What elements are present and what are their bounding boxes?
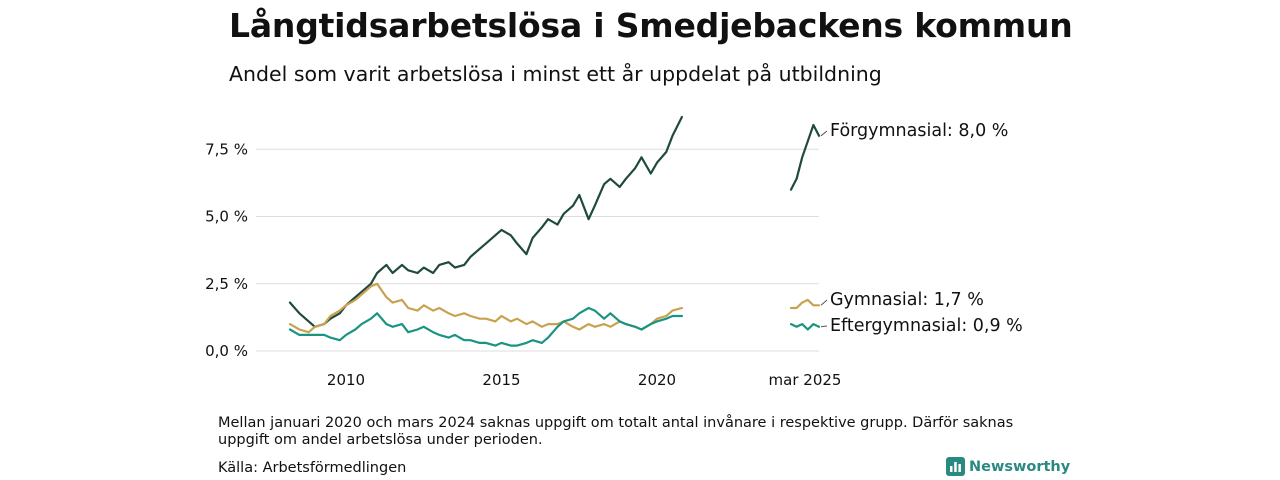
y-tick-label: 2,5 % bbox=[205, 275, 248, 293]
series-line-eftergymnasial bbox=[288, 306, 683, 347]
x-tick-label-latest: mar 2025 bbox=[769, 371, 842, 389]
label-leader-gymnasial bbox=[820, 299, 828, 306]
x-tick-label: 2010 bbox=[327, 371, 365, 389]
series-label-eftergymnasial: Eftergymnasial: 0,9 % bbox=[830, 316, 1023, 336]
label-leader-eftergymnasial bbox=[820, 325, 828, 328]
series-line-latest-gymnasial bbox=[789, 298, 821, 310]
series-lines bbox=[288, 115, 821, 347]
line-chart: 0,0 % 2,5 % 5,0 % 7,5 % 2010 2015 2020 mar 202… bbox=[205, 115, 1023, 389]
chart-title: Långtidsarbetslösa i Smedjebackens kommu… bbox=[229, 6, 1073, 45]
y-tick-label: 0,0 % bbox=[205, 342, 248, 360]
series-end-labels: Förgymnasial: 8,0 % Gymnasial: 1,7 % Efter… bbox=[820, 121, 1023, 336]
series-line-latest-eftergymnasial bbox=[789, 323, 821, 331]
source-text: Källa: Arbetsförmedlingen bbox=[218, 460, 407, 476]
series-label-f-rgymnasial: Förgymnasial: 8,0 % bbox=[830, 121, 1008, 141]
brand[interactable]: Newsworthy bbox=[946, 457, 1070, 476]
brand-name: Newsworthy bbox=[969, 458, 1071, 475]
grid-lines bbox=[256, 148, 819, 352]
y-tick-label: 5,0 % bbox=[205, 208, 248, 226]
y-axis-ticks: 0,0 % 2,5 % 5,0 % 7,5 % bbox=[205, 140, 248, 360]
footnote: Mellan januari 2020 och mars 2024 saknas… bbox=[218, 415, 1014, 448]
series-line-latest-f-rgymnasial bbox=[789, 123, 821, 191]
y-tick-label: 7,5 % bbox=[205, 140, 248, 158]
x-tick-label: 2015 bbox=[482, 371, 520, 389]
label-leader-f-rgymnasial bbox=[820, 130, 828, 137]
x-tick-label: 2020 bbox=[638, 371, 676, 389]
newsworthy-logo-icon bbox=[946, 457, 965, 476]
chart-subtitle: Andel som varit arbetslösa i minst ett å… bbox=[229, 62, 882, 86]
x-axis-ticks: 2010 2015 2020 mar 2025 bbox=[327, 371, 842, 389]
series-line-f-rgymnasial bbox=[288, 115, 683, 328]
series-label-gymnasial: Gymnasial: 1,7 % bbox=[830, 290, 984, 310]
series-line-gymnasial bbox=[288, 282, 683, 334]
